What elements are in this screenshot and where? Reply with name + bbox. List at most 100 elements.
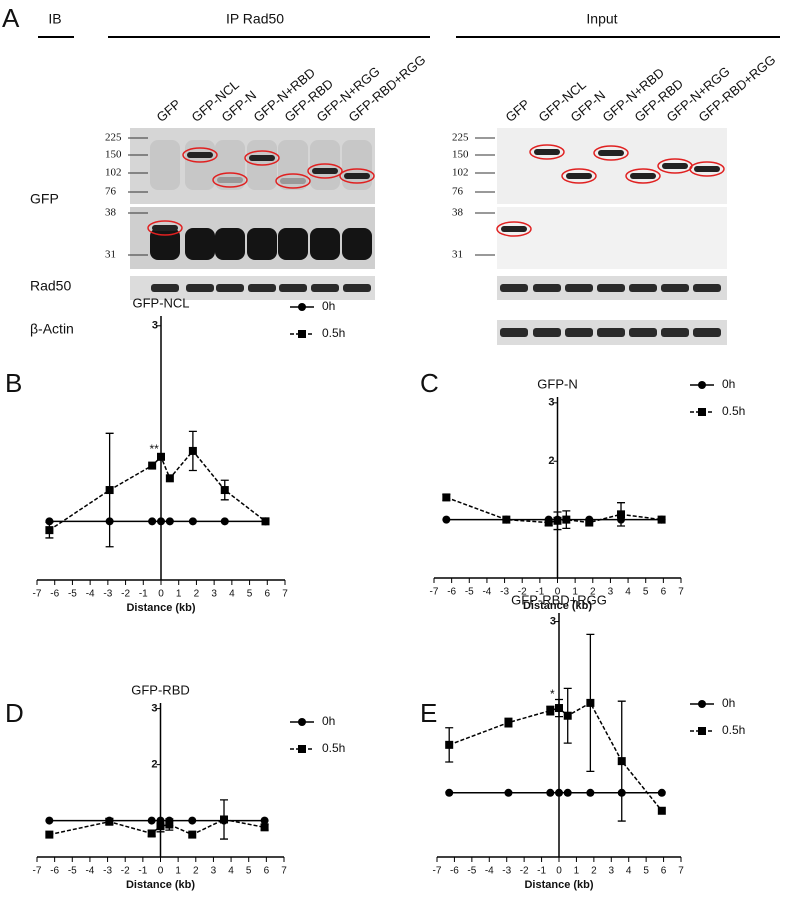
- marker-label: 150: [452, 149, 469, 161]
- band: [249, 155, 275, 161]
- band: [150, 228, 180, 260]
- highlight: [625, 168, 661, 184]
- marker-label: 102: [452, 167, 469, 179]
- x-tick-label: -4: [85, 866, 94, 877]
- point: [165, 517, 174, 526]
- point: [562, 515, 571, 524]
- band: [343, 284, 371, 292]
- band: [533, 328, 561, 337]
- band: [185, 228, 215, 260]
- point: [261, 517, 270, 526]
- point: [563, 788, 572, 797]
- band: [534, 149, 560, 155]
- band: [344, 173, 370, 179]
- y-tick-label: 2: [548, 455, 554, 467]
- band: [662, 163, 688, 169]
- x-tick-label: 6: [661, 587, 667, 598]
- chart-title: GFP-N: [537, 376, 577, 391]
- x-tick-label: 4: [229, 589, 235, 600]
- chart-title: GFP-NCL: [132, 295, 189, 310]
- point: [657, 806, 666, 815]
- series-line: [446, 496, 662, 524]
- point: [555, 788, 563, 797]
- x-axis-label: Distance (kb): [523, 600, 592, 612]
- row-label: GFP: [30, 191, 59, 207]
- band: [311, 284, 339, 292]
- highlight: [689, 161, 725, 177]
- x-tick-label: 7: [281, 866, 287, 877]
- band: [310, 228, 340, 260]
- point: [442, 515, 451, 524]
- x-tick-label: 2: [591, 866, 597, 877]
- x-tick-label: 6: [661, 866, 667, 877]
- legend-marker: [298, 303, 306, 311]
- x-tick-label: 6: [265, 589, 271, 600]
- marker-label: 38: [452, 207, 464, 219]
- band: [187, 152, 213, 158]
- band: [280, 178, 306, 184]
- x-tick-label: 5: [643, 587, 649, 598]
- point: [220, 486, 229, 495]
- lane-label: GFP: [502, 96, 532, 125]
- y-tick-label: 3: [152, 320, 158, 332]
- annotation: **: [149, 442, 159, 456]
- legend-marker: [298, 745, 306, 753]
- x-tick-label: -3: [502, 866, 511, 877]
- x-tick-label: -1: [139, 589, 148, 600]
- point: [586, 788, 595, 797]
- x-tick-label: -6: [50, 589, 59, 600]
- x-tick-label: 4: [625, 587, 631, 598]
- x-tick-label: -7: [33, 866, 42, 877]
- legend-marker: [698, 727, 706, 735]
- x-tick-label: -2: [518, 587, 527, 598]
- y-tick-label: 3: [548, 397, 554, 409]
- marker-label: 225: [105, 132, 122, 144]
- point: [220, 517, 229, 526]
- x-tick-label: -2: [121, 589, 130, 600]
- highlight: [339, 168, 375, 184]
- band: [247, 228, 277, 260]
- point: [157, 517, 165, 526]
- marker-label: 38: [105, 207, 117, 219]
- point: [45, 517, 54, 526]
- x-tick-label: -6: [447, 587, 456, 598]
- point: [220, 815, 229, 824]
- x-tick-label: 3: [211, 589, 217, 600]
- x-tick-label: 7: [678, 587, 684, 598]
- x-tick-label: 0: [158, 589, 164, 600]
- x-tick-label: 0: [556, 866, 562, 877]
- x-tick-label: 7: [678, 866, 684, 877]
- marker-label: 31: [105, 249, 116, 261]
- point: [165, 820, 174, 829]
- marker-label: 76: [105, 186, 117, 198]
- marker-label: 225: [452, 132, 469, 144]
- point: [147, 816, 156, 825]
- point: [148, 517, 157, 526]
- panel-letter: A: [2, 3, 20, 33]
- band: [278, 228, 308, 260]
- point: [546, 788, 555, 797]
- band: [278, 140, 308, 190]
- point: [45, 526, 54, 535]
- band: [661, 328, 689, 337]
- chart-title: GFP-RBD+RGG: [511, 592, 607, 607]
- x-tick-label: 4: [228, 866, 234, 877]
- y-tick-label: 3: [151, 703, 157, 715]
- x-tick-label: 2: [193, 866, 199, 877]
- band: [500, 328, 528, 337]
- point: [260, 816, 269, 825]
- band: [342, 228, 372, 260]
- legend-marker: [698, 700, 706, 708]
- x-tick-label: 6: [264, 866, 270, 877]
- band: [501, 226, 527, 232]
- highlight: [529, 144, 565, 160]
- band: [597, 328, 625, 337]
- x-tick-label: -5: [465, 587, 474, 598]
- legend-label: 0h: [722, 696, 735, 710]
- band: [629, 284, 657, 292]
- point: [45, 816, 54, 825]
- point: [585, 518, 594, 527]
- highlight: [561, 168, 597, 184]
- x-tick-label: -3: [500, 587, 509, 598]
- x-tick-label: -7: [430, 587, 439, 598]
